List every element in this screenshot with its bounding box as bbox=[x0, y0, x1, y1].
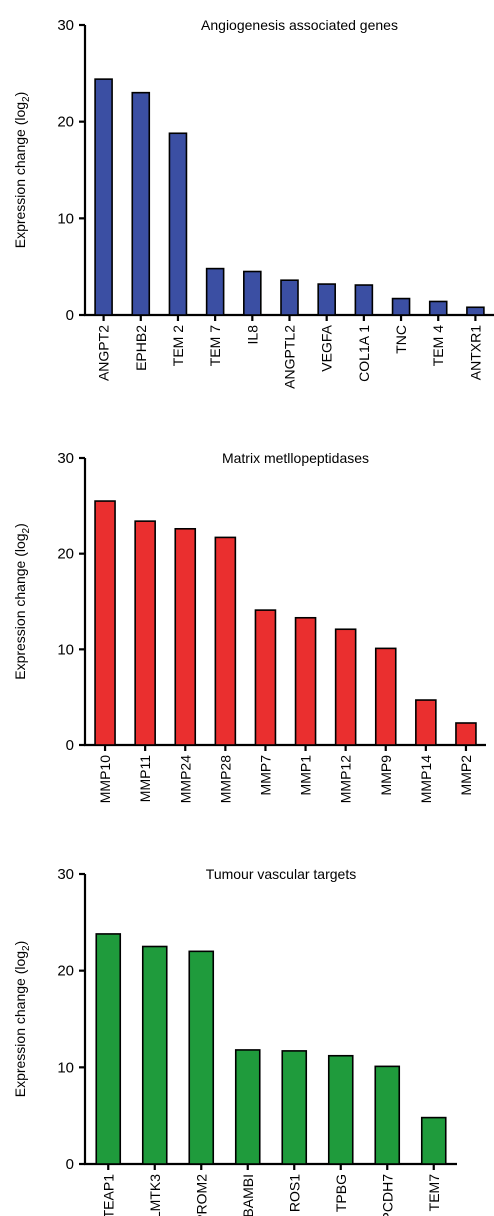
bar-mmp2 bbox=[455, 722, 477, 746]
x-tick-label: PROM2 bbox=[193, 1174, 209, 1216]
bar-mmp9 bbox=[374, 647, 397, 746]
bar-mmp12 bbox=[334, 628, 357, 746]
bar-tem-2 bbox=[168, 132, 188, 316]
bar-tem7 bbox=[420, 1116, 447, 1165]
x-tick-label: MMP7 bbox=[257, 755, 273, 796]
bar-mmp28 bbox=[214, 536, 237, 746]
y-tick-label: 30 bbox=[57, 866, 74, 883]
x-tick-label: TEM 2 bbox=[170, 325, 186, 366]
y-axis-label: Expression change (log2) bbox=[12, 523, 32, 680]
x-tick-label: MMP9 bbox=[378, 755, 394, 796]
y-axis-label-subscript: 2 bbox=[21, 945, 32, 951]
x-tick-label: TPBG bbox=[333, 1174, 349, 1212]
y-tick-label: 10 bbox=[57, 1059, 74, 1076]
bar-col1a-1 bbox=[354, 284, 374, 316]
x-tick-label: TEM 4 bbox=[430, 325, 446, 366]
y-axis-label-text: Expression change (log bbox=[12, 951, 28, 1097]
y-tick-label: 20 bbox=[57, 963, 74, 980]
chart-title: Tumour vascular targets bbox=[206, 866, 356, 882]
x-tick-label: ROS1 bbox=[286, 1174, 302, 1212]
y-tick-label: 30 bbox=[57, 450, 74, 467]
x-tick-label: TEM7 bbox=[426, 1174, 442, 1212]
x-tick-label: ANGPTL2 bbox=[282, 325, 298, 389]
y-axis-label: Expression change (log2) bbox=[12, 92, 32, 249]
bar-mmp24 bbox=[174, 527, 197, 746]
bar-pcdh7 bbox=[374, 1065, 401, 1165]
x-tick-label: ANTXR1 bbox=[467, 325, 483, 380]
x-tick-label: MMP12 bbox=[338, 755, 354, 803]
y-tick-label: 10 bbox=[57, 641, 74, 658]
x-tick-label: PCDH7 bbox=[379, 1174, 395, 1216]
chart-panel-3: Tumour vascular targets Expression change… bbox=[12, 866, 457, 1216]
x-tick-label: ANGPT2 bbox=[96, 325, 112, 381]
x-tick-label: MMP2 bbox=[458, 755, 474, 796]
bar-tnc bbox=[391, 297, 411, 316]
chart-panel-1: Angiogenesis associated genes Expression … bbox=[12, 17, 494, 389]
x-tick-label: STEAP1 bbox=[100, 1174, 116, 1216]
x-tick-label: MMP24 bbox=[177, 755, 193, 803]
bar-tem-7 bbox=[205, 267, 225, 316]
bar-mmp1 bbox=[294, 616, 317, 746]
y-tick-label: 20 bbox=[57, 114, 74, 131]
bar-angpt2 bbox=[94, 78, 113, 316]
x-tick-label: EPHB2 bbox=[133, 325, 149, 371]
x-tick-label: MMP28 bbox=[217, 755, 233, 803]
x-tick-label: TNC bbox=[393, 325, 409, 354]
chart-panel-2: Matrix metllopeptidases Expression change… bbox=[12, 450, 486, 803]
y-axis-label-subscript: 2 bbox=[21, 527, 32, 533]
bar-antxr1 bbox=[466, 306, 485, 316]
y-tick-label: 10 bbox=[57, 210, 74, 227]
bar-lmtk3 bbox=[141, 945, 168, 1165]
bar-bambi bbox=[234, 1049, 261, 1165]
x-tick-label: MMP10 bbox=[97, 755, 113, 803]
chart-title: Angiogenesis associated genes bbox=[201, 17, 398, 33]
x-tick-label: IL8 bbox=[244, 325, 260, 345]
x-tick-label: BAMBI bbox=[240, 1174, 256, 1216]
chart-title: Matrix metllopeptidases bbox=[222, 450, 369, 466]
y-axis-label-close: ) bbox=[12, 92, 28, 97]
y-tick-label: 20 bbox=[57, 546, 74, 563]
y-tick-label: 0 bbox=[66, 737, 74, 754]
x-tick-label: LMTK3 bbox=[147, 1174, 163, 1216]
y-tick-label: 30 bbox=[57, 17, 74, 34]
x-tick-label: COL1A 1 bbox=[356, 325, 372, 382]
bar-angptl2 bbox=[280, 279, 299, 316]
bar-mmp14 bbox=[415, 699, 437, 746]
y-tick-label: 0 bbox=[66, 1156, 74, 1173]
bar-ros1 bbox=[281, 1050, 308, 1165]
y-axis-label-close: ) bbox=[12, 523, 28, 528]
bar-mmp10 bbox=[94, 500, 116, 746]
x-tick-label: MMP14 bbox=[418, 755, 434, 803]
y-axis-label-text: Expression change (log bbox=[12, 533, 28, 679]
bar-ephb2 bbox=[131, 91, 151, 316]
bar-prom2 bbox=[188, 950, 215, 1165]
bar-steap1 bbox=[95, 933, 122, 1165]
y-axis-label-subscript: 2 bbox=[21, 96, 32, 102]
y-tick-label: 0 bbox=[66, 307, 74, 324]
y-axis-label-text: Expression change (log bbox=[12, 102, 28, 248]
y-axis-label: Expression change (log2) bbox=[12, 941, 32, 1098]
bar-tem-4 bbox=[428, 300, 448, 316]
bar-mmp11 bbox=[134, 520, 156, 746]
x-tick-label: TEM 7 bbox=[207, 325, 223, 366]
bar-il8 bbox=[243, 270, 262, 316]
bar-tpbg bbox=[327, 1054, 354, 1165]
bar-mmp7 bbox=[254, 609, 277, 746]
bar-vegfa bbox=[317, 283, 336, 316]
x-tick-label: MMP1 bbox=[298, 755, 314, 796]
x-tick-label: VEGFA bbox=[319, 324, 335, 371]
y-axis-label-close: ) bbox=[12, 941, 28, 946]
x-tick-label: MMP11 bbox=[137, 755, 153, 802]
